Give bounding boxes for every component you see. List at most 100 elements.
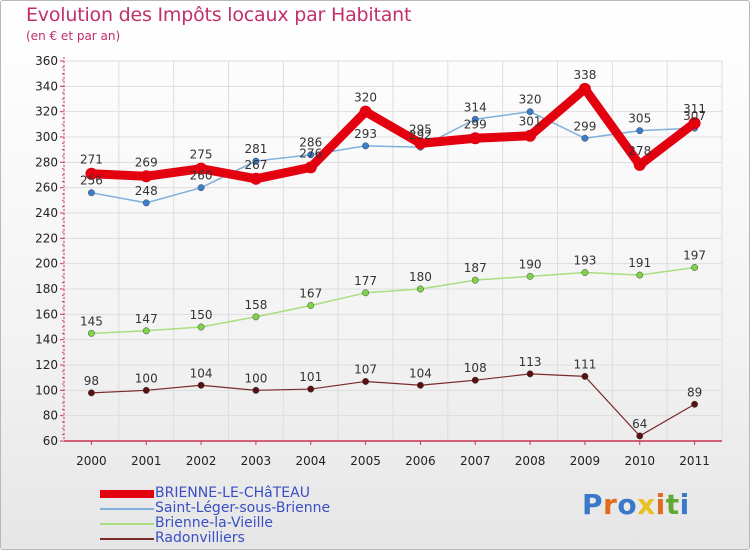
data-point <box>636 432 644 440</box>
y-tick-label: 60 <box>43 434 58 448</box>
y-tick-label: 180 <box>35 282 58 296</box>
data-point <box>416 381 424 389</box>
data-label: 338 <box>573 68 596 82</box>
data-label: 187 <box>464 261 487 275</box>
data-label: 260 <box>190 169 213 183</box>
x-tick-label: 2006 <box>405 454 436 468</box>
logo-letter: t <box>665 488 680 521</box>
data-label: 293 <box>354 127 377 141</box>
data-label: 167 <box>299 286 322 300</box>
data-label: 311 <box>683 102 706 116</box>
data-point <box>362 289 370 297</box>
data-point <box>471 376 479 384</box>
legend-item-saint-leger-sous-brienne: Saint-Léger-sous-Brienne <box>100 501 330 516</box>
data-point <box>249 172 262 185</box>
data-label: 147 <box>135 312 158 326</box>
legend-swatch <box>100 522 154 525</box>
data-label: 278 <box>628 144 651 158</box>
data-point <box>197 381 205 389</box>
legend-swatch <box>100 507 154 510</box>
data-point <box>636 271 644 279</box>
data-point <box>307 302 315 309</box>
data-label: 100 <box>135 371 158 385</box>
logo-letter: P <box>582 488 604 521</box>
legend-swatch <box>100 489 154 498</box>
logo-letter: x <box>637 488 656 521</box>
data-point <box>581 269 589 276</box>
x-tick-label: 2008 <box>515 454 546 468</box>
data-point <box>140 170 153 183</box>
legend-label: Brienne-la-Vieille <box>155 515 274 531</box>
data-label: 299 <box>573 119 596 133</box>
data-point <box>691 400 699 408</box>
data-label: 269 <box>135 155 158 169</box>
data-point <box>87 389 95 397</box>
x-tick-label: 2007 <box>460 454 491 468</box>
y-tick-label: 100 <box>35 383 58 397</box>
data-label: 98 <box>84 374 99 388</box>
logo-letter: r <box>603 488 618 521</box>
data-label: 286 <box>299 136 322 150</box>
data-point <box>581 372 589 380</box>
data-point <box>691 264 699 271</box>
data-point <box>633 158 646 171</box>
chart-title: Evolution des Impôts locaux par Habitant <box>26 4 412 26</box>
data-point <box>87 189 95 197</box>
data-label: 104 <box>190 366 213 380</box>
legend-swatch <box>100 537 154 540</box>
data-label: 145 <box>80 314 103 328</box>
data-point <box>359 105 372 118</box>
logo-letter: o <box>617 488 638 521</box>
y-tick-label: 360 <box>35 54 58 68</box>
data-label: 197 <box>683 248 706 262</box>
data-point <box>142 199 150 207</box>
data-label: 320 <box>354 91 377 105</box>
x-tick-label: 2001 <box>131 454 162 468</box>
data-label: 111 <box>573 357 596 371</box>
x-tick-label: 2011 <box>679 454 710 468</box>
data-point <box>524 129 537 142</box>
data-point <box>578 82 591 95</box>
series-line <box>86 84 700 184</box>
data-point <box>307 151 315 159</box>
data-label: 314 <box>464 100 487 114</box>
data-point <box>636 127 644 135</box>
data-label: 301 <box>519 115 542 129</box>
legend: BRIENNE-LE-CHâTEAU Saint-Léger-sous-Brie… <box>100 486 330 546</box>
data-point <box>87 329 95 337</box>
legend-label: Radonvilliers <box>155 530 245 546</box>
data-label: 267 <box>244 158 267 172</box>
x-tick-label: 2000 <box>76 454 107 468</box>
data-point <box>197 323 205 331</box>
y-tick-label: 240 <box>35 206 58 220</box>
data-label: 158 <box>244 298 267 312</box>
data-label: 305 <box>628 112 651 126</box>
data-label: 64 <box>632 417 647 431</box>
data-point <box>414 137 427 150</box>
data-label: 275 <box>190 148 213 162</box>
data-point <box>85 167 98 180</box>
data-point <box>471 115 479 123</box>
legend-label: Saint-Léger-sous-Brienne <box>155 500 331 516</box>
data-point <box>142 327 150 335</box>
series-line <box>90 110 696 204</box>
data-point <box>526 370 534 378</box>
data-point <box>252 157 260 165</box>
data-point <box>416 285 424 293</box>
data-point <box>307 385 315 393</box>
y-tick-label: 220 <box>35 231 58 245</box>
y-tick-label: 280 <box>35 155 58 169</box>
data-label: 150 <box>190 308 213 322</box>
data-label: 295 <box>409 122 432 136</box>
data-point <box>362 378 370 385</box>
data-label: 180 <box>409 270 432 284</box>
x-tick-label: 2002 <box>186 454 217 468</box>
data-point <box>526 108 534 116</box>
y-tick-label: 120 <box>35 358 58 372</box>
data-point <box>471 276 479 284</box>
chart-subtitle: (en € et par an) <box>26 29 121 43</box>
data-label: 271 <box>80 153 103 167</box>
logo-letter: i <box>655 488 666 521</box>
data-label: 307 <box>683 109 706 123</box>
